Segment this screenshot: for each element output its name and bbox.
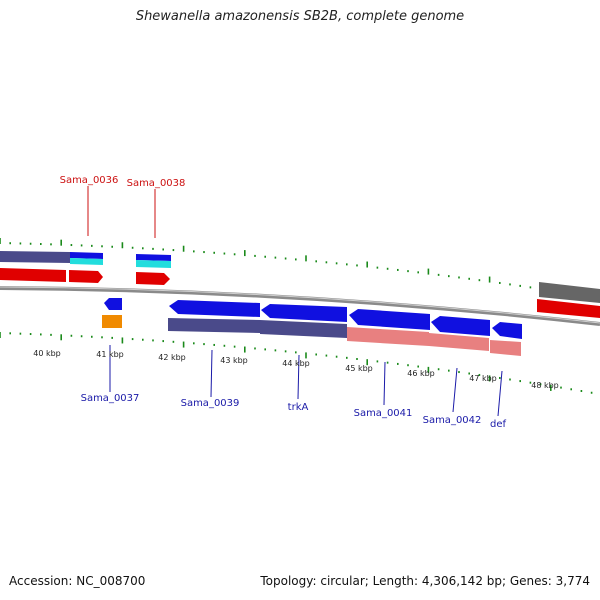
cds-arrow-red (69, 270, 103, 283)
rna-bar (136, 260, 171, 268)
label-sama-0041[interactable]: Sama_0041 (354, 408, 413, 419)
gene-bar-pink (429, 333, 489, 351)
scale-label-47kbp: 47 kbp (469, 374, 497, 383)
cds-arrow-blue (431, 316, 490, 336)
feature-def[interactable] (490, 322, 522, 356)
feature-sama-0038[interactable] (136, 254, 171, 285)
cds-arrow-red (136, 272, 170, 285)
scale-label-48kbp: 48 kbp (531, 381, 559, 390)
gene-bar (0, 251, 70, 263)
feature-trka[interactable] (260, 304, 347, 338)
leader-sama-0039 (210, 349, 213, 398)
gene-bar-gray (539, 282, 600, 303)
feature-sama-0037[interactable] (102, 298, 122, 328)
cds-arrow-blue (492, 322, 522, 339)
cds-arrow-red (537, 299, 600, 318)
scale-label-43kbp: 43 kbp (220, 356, 248, 365)
feature-sama-0036[interactable] (0, 251, 103, 283)
genome-backbone (0, 286, 600, 326)
label-sama-0036[interactable]: Sama_0036 (60, 175, 119, 186)
scale-label-40kbp: 40 kbp (33, 349, 61, 358)
genome-backbone-highlight (0, 286, 600, 324)
gene-bar-pink (347, 327, 429, 346)
cds-arrow-blue (104, 298, 122, 310)
rna-bar (70, 258, 103, 265)
scale-label-46kbp: 46 kbp (407, 369, 435, 378)
label-trka[interactable]: trkA (288, 402, 309, 413)
accession-text: Accession: NC_008700 (9, 574, 146, 588)
label-sama-0039[interactable]: Sama_0039 (181, 398, 240, 409)
label-def[interactable]: def (490, 419, 507, 430)
label-sama-0037[interactable]: Sama_0037 (81, 393, 140, 404)
cds-arrow-red (0, 268, 66, 282)
gene-bar (260, 320, 347, 338)
scale-label-42kbp: 42 kbp (158, 353, 186, 362)
gene-bar-pink (490, 340, 521, 356)
leader-trka (297, 354, 300, 400)
outer-tick-ring (0, 238, 593, 298)
genome-summary-text: Topology: circular; Length: 4,306,142 bp… (260, 574, 590, 588)
label-sama-0042[interactable]: Sama_0042 (423, 415, 482, 426)
label-sama-0038[interactable]: Sama_0038 (127, 178, 186, 189)
leader-def (497, 370, 503, 417)
feature-sama-0039[interactable] (168, 300, 260, 333)
cds-arrow-blue (70, 252, 103, 259)
scale-label-45kbp: 45 kbp (345, 364, 373, 373)
scale-label-44kbp: 44 kbp (282, 359, 310, 368)
inner-tick-ring (0, 332, 593, 394)
feature-sama-0041[interactable] (347, 309, 430, 346)
cds-arrow-blue (261, 304, 347, 322)
cds-arrow-blue (169, 300, 260, 317)
feature-sama-0042[interactable] (429, 316, 490, 351)
cds-arrow-blue (136, 254, 171, 261)
leader-sama-0042 (452, 367, 458, 413)
leader-sama-0041 (383, 361, 386, 406)
scale-label-41kbp: 41 kbp (96, 350, 124, 359)
feature-right-edge[interactable] (537, 282, 600, 318)
map-title: Shewanella amazonensis SB2B, complete ge… (135, 9, 465, 24)
gene-bar (168, 318, 260, 333)
misc-feature-orange (102, 315, 122, 328)
cds-arrow-blue (349, 309, 430, 330)
